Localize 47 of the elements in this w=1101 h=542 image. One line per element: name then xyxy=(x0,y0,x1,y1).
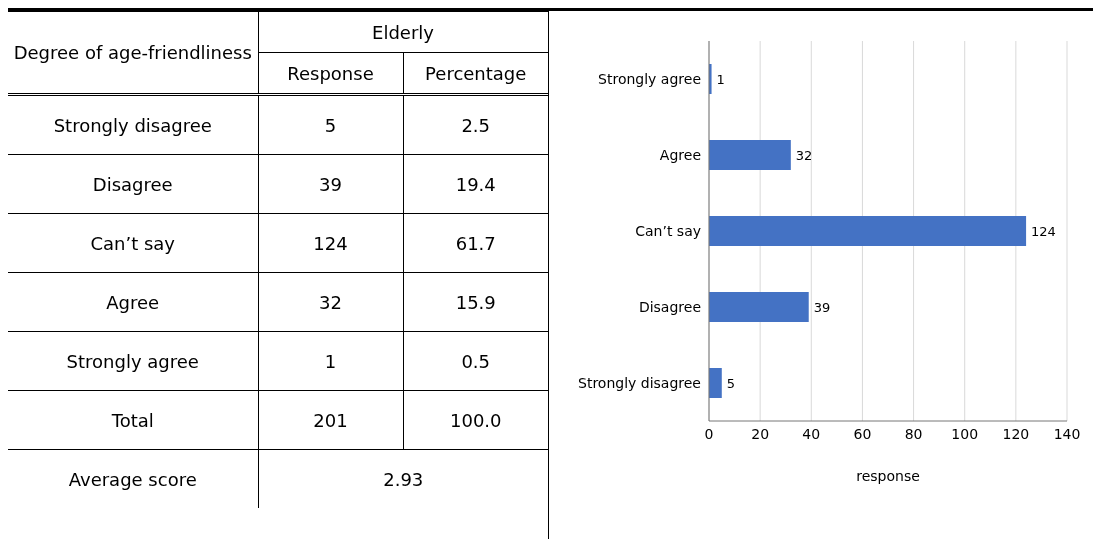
y-tick-label: Strongly disagree xyxy=(578,374,701,391)
data-label: 5 xyxy=(726,375,736,391)
data-label: 15.9 xyxy=(403,272,548,332)
x-tick-label: 100 xyxy=(951,425,979,442)
data-label: 1 xyxy=(716,71,725,87)
category-label: Strongly disagree xyxy=(8,94,258,155)
legend-label: Percentage xyxy=(403,52,548,95)
bar xyxy=(709,140,791,170)
category-label: Total xyxy=(8,390,258,450)
bar xyxy=(709,368,722,398)
category-label: Agree xyxy=(8,272,258,332)
x-tick-label: 60 xyxy=(853,425,872,442)
x-axis-title: response xyxy=(856,468,920,484)
data-label: 39 xyxy=(258,154,403,214)
text: Elderly xyxy=(258,11,548,53)
data-label: 39 xyxy=(813,299,831,315)
category-label: Strongly agree xyxy=(8,331,258,391)
data-label: 32 xyxy=(258,272,403,332)
data-label: 124 xyxy=(258,213,403,273)
data-label: 2.5 xyxy=(403,94,548,155)
y-tick-label: Agree xyxy=(659,146,701,163)
x-tick-label: 40 xyxy=(802,425,821,442)
y-tick-label: Strongly agree xyxy=(598,70,701,87)
x-tick-label: 120 xyxy=(1002,425,1030,442)
data-label: 61.7 xyxy=(403,213,548,273)
x-tick-label: 80 xyxy=(904,425,923,442)
text: Degree of age-friendliness xyxy=(8,11,258,95)
data-label: 1 xyxy=(258,331,403,391)
y-tick-label: Can’t say xyxy=(635,222,701,239)
text: 2.93 xyxy=(258,449,548,508)
data-label: 32 xyxy=(795,147,813,163)
y-tick-label: Disagree xyxy=(638,298,701,315)
x-tick-label: 20 xyxy=(751,425,770,442)
category-label: Can’t say xyxy=(8,213,258,273)
data-label: 201 xyxy=(258,390,403,450)
data-label: 100.0 xyxy=(403,390,548,450)
data-label: 5 xyxy=(258,94,403,155)
category-label: Disagree xyxy=(8,154,258,214)
bar xyxy=(709,292,809,322)
data-label: 19.4 xyxy=(403,154,548,214)
data-label: 124 xyxy=(1031,223,1056,239)
x-tick-label: 140 xyxy=(1053,425,1081,442)
text: Response xyxy=(258,52,403,95)
text: Average score xyxy=(8,449,258,508)
bar xyxy=(709,216,1027,246)
x-tick-label: 0 xyxy=(704,425,714,442)
data-label: 0.5 xyxy=(403,331,548,391)
